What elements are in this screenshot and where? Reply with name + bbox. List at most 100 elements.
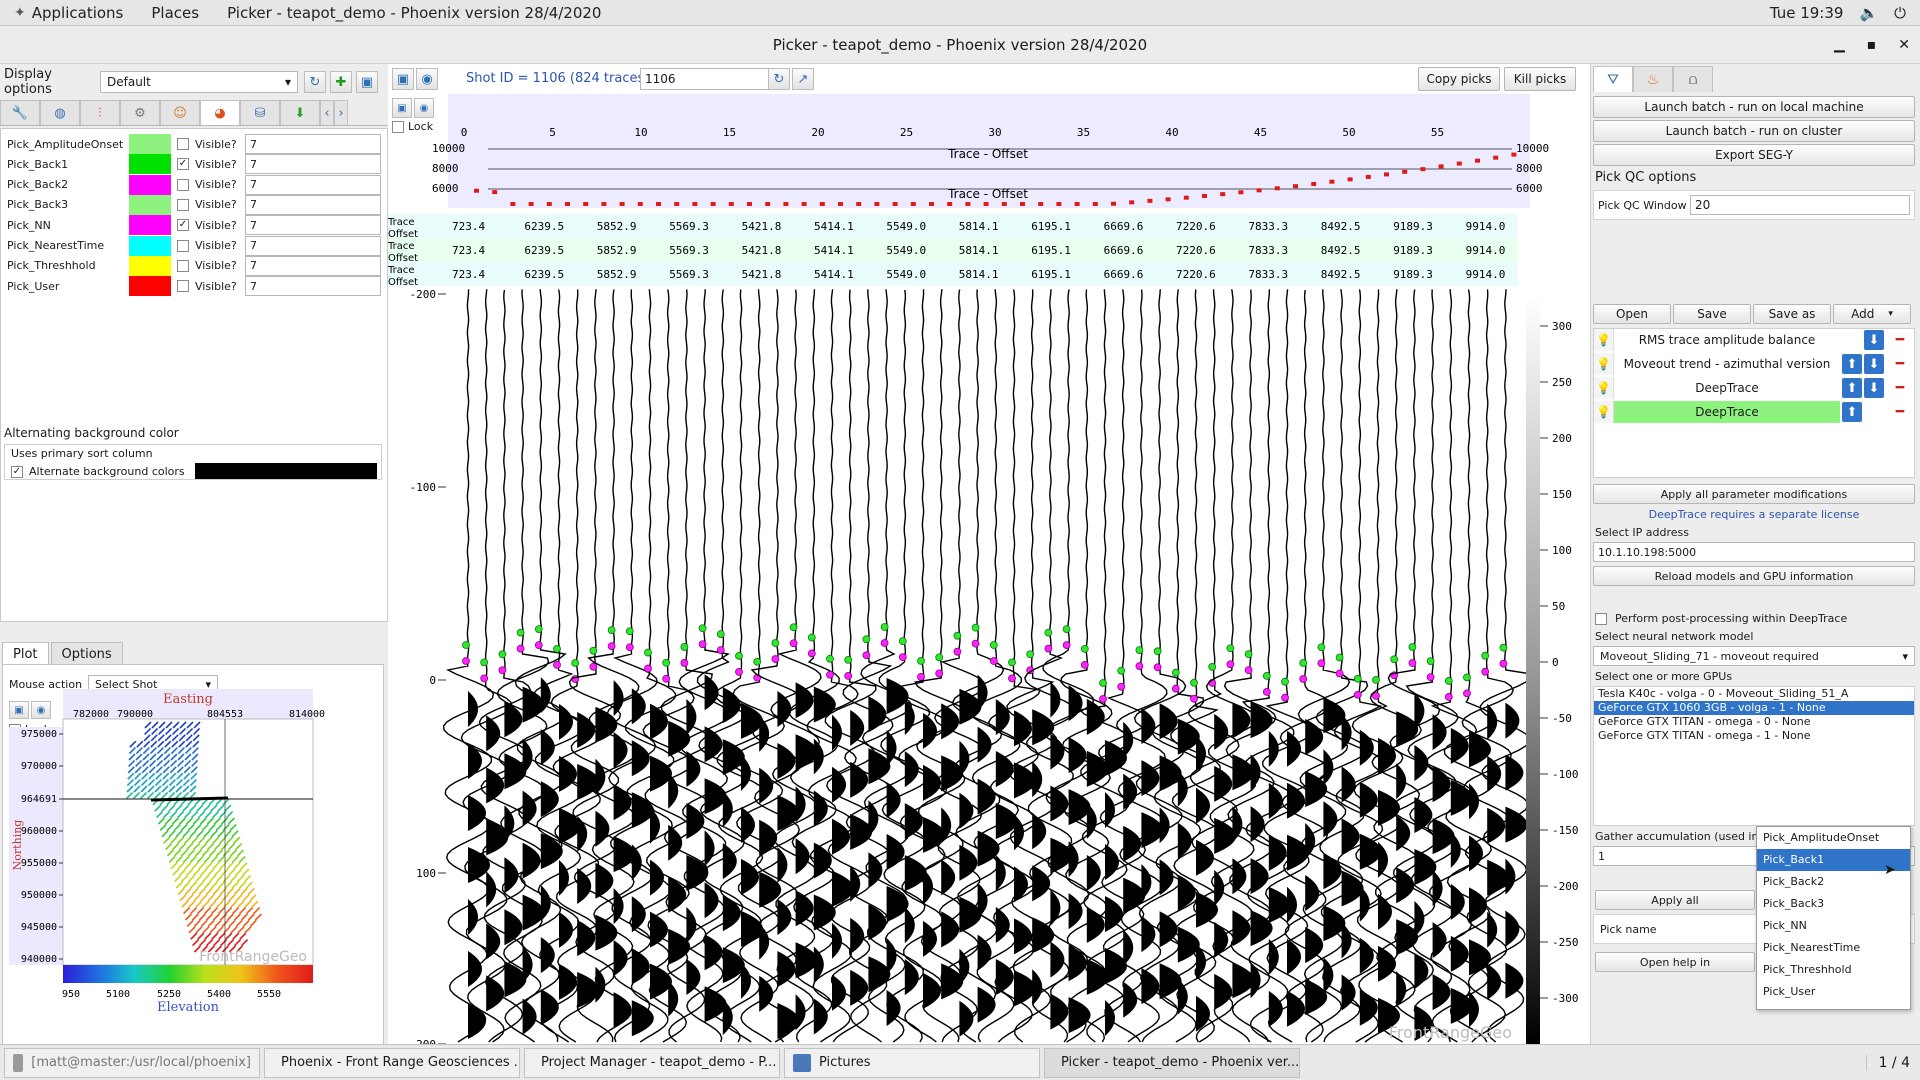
apply-all-button[interactable]: Apply all [1595,890,1755,910]
remove-icon[interactable]: ━ [1895,356,1905,372]
remove-icon[interactable]: ━ [1895,404,1905,420]
pick-visible-checkbox[interactable] [177,239,189,252]
base-map[interactable]: Easting 782000 790000 804553 814000 975000 970… [3,665,385,1080]
flow-save-button[interactable]: Save [1673,304,1751,324]
map-snapshot-button[interactable]: ▣ [9,701,29,719]
move-up-icon[interactable]: ⬆ [1842,354,1862,374]
pick-name-option[interactable]: Pick_Back3 [1763,897,1825,910]
move-down-icon[interactable]: ⬇ [1864,378,1884,398]
tab-colors[interactable]: ◕ [200,100,240,125]
tab-gear[interactable]: ⚙ [120,100,160,125]
refresh-button[interactable]: ↻ [304,71,326,93]
flow-open-button[interactable]: Open [1593,304,1671,324]
shot-jump-button[interactable]: ↗ [792,68,814,90]
move-down-icon[interactable]: ⬇ [1864,330,1884,350]
copy-picks-button[interactable]: Copy picks [1418,67,1500,91]
tab-plot[interactable]: Plot [2,642,49,666]
places-menu[interactable]: Places [137,4,213,22]
move-up-icon[interactable]: ⬆ [1842,378,1862,398]
applications-menu[interactable]: ✦ Applications [0,4,137,22]
task-phoenix[interactable]: Phoenix - Front Range Geosciences ... [264,1047,520,1078]
volume-icon[interactable]: 🔈 [1859,3,1879,22]
pick-color-swatch[interactable] [129,174,171,195]
pick-size-input[interactable]: 7 [245,134,381,154]
task-picker[interactable]: Picker - teapot_demo - Phoenix ver... [1044,1047,1300,1078]
kill-picks-button[interactable]: Kill picks [1504,67,1576,91]
pick-name-option[interactable]: Pick_Back2 [1763,875,1825,888]
tab-download[interactable]: ⬇ [280,100,320,125]
remove-icon[interactable]: ━ [1895,380,1905,396]
trace-snapshot-button[interactable]: ▣ [392,98,412,118]
gpu-item[interactable]: GeForce GTX TITAN - omega - 1 - None [1598,729,1811,742]
workspace-pager[interactable]: 1 / 4 [1865,1054,1910,1071]
tab-scroll-left[interactable]: ‹ [320,100,334,125]
nn-model-select[interactable]: Moveout_Sliding_71 - moveout required ▾ [1593,646,1915,666]
launch-cluster-button[interactable]: Launch batch - run on cluster [1593,120,1915,142]
power-icon[interactable]: ⏻ [1894,3,1906,22]
bulb-icon[interactable]: 💡 [1594,377,1614,399]
pick-color-swatch[interactable] [129,154,171,175]
reload-models-button[interactable]: Reload models and GPU information [1593,566,1915,586]
shot-id-input[interactable]: 1106 [640,68,774,90]
flow-row[interactable]: 💡 DeepTrace ⬆ ━ [1594,401,1916,423]
tab-options[interactable]: Options [50,642,123,666]
maximize-icon[interactable]: ▪ [1866,37,1877,53]
pick-visible-checkbox[interactable] [177,198,189,211]
task-terminal[interactable]: [matt@master:/usr/local/phoenix] [4,1047,260,1078]
trace-camera-button[interactable]: ◉ [414,98,434,118]
pick-name-option[interactable]: Pick_NearestTime [1763,941,1861,954]
pick-size-input[interactable]: 7 [245,194,381,215]
flow-add-button[interactable]: Add ▾ [1833,304,1911,324]
pick-color-swatch[interactable] [129,235,171,256]
postproc-checkbox[interactable] [1595,612,1607,625]
add-display-button[interactable]: ✚ [330,71,352,93]
remove-icon[interactable]: ━ [1895,332,1905,348]
pick-visible-checkbox[interactable] [177,280,189,293]
tab-export[interactable]: ⛁ [240,100,280,125]
pick-size-input[interactable]: 7 [245,276,381,297]
display-options-select[interactable]: Default ▾ [100,71,298,93]
tab-filter[interactable]: ⛛ [1593,66,1633,92]
pick-visible-checkbox[interactable] [177,178,189,191]
camera-button[interactable]: ◉ [416,68,438,90]
pick-visible-checkbox[interactable]: ✓ [177,219,189,232]
tab-globe[interactable]: ◍ [40,100,80,125]
pick-color-swatch[interactable] [129,215,171,236]
alt-bg-checkbox[interactable]: ✓ [11,465,23,478]
pick-visible-checkbox[interactable]: ✓ [177,158,189,171]
flow-save-as-button[interactable]: Save as [1753,304,1831,324]
flow-row[interactable]: 💡 DeepTrace ⬆ ⬇ ━ [1594,377,1916,399]
pick-name-option[interactable]: Pick_User [1763,985,1816,998]
minimize-icon[interactable]: ▁ [1833,37,1845,53]
pick-size-input[interactable]: 7 [245,215,381,236]
pick-visible-checkbox[interactable] [177,138,189,150]
shot-refresh-button[interactable]: ↻ [768,68,790,90]
clock[interactable]: Tue 19:39 [1769,3,1844,22]
bulb-icon[interactable]: 💡 [1594,329,1614,351]
flow-row[interactable]: 💡 RMS trace amplitude balance ⬇ ━ [1594,329,1916,351]
apply-all-mods-button[interactable]: Apply all parameter modifications [1593,484,1915,504]
tab-scroll-right[interactable]: › [334,100,348,125]
move-up-icon[interactable]: ⬆ [1842,402,1862,422]
gpu-item[interactable]: GeForce GTX 1060 3GB - volga - 1 - None [1594,701,1914,715]
snapshot-button[interactable]: ▣ [392,68,414,90]
tab-wrench[interactable]: 🔧 [0,100,40,125]
pick-name-option[interactable]: Pick_AmplitudeOnset [1763,831,1880,844]
pick-color-swatch[interactable] [129,134,171,154]
bulb-icon[interactable]: 💡 [1594,353,1614,375]
flow-row[interactable]: 💡 Moveout trend - azimuthal version ⬆ ⬇ ━ [1594,353,1916,375]
pick-size-input[interactable]: 7 [245,255,381,276]
close-icon[interactable]: ✕ [1898,37,1910,53]
open-help-button[interactable]: Open help in [1595,952,1755,972]
ip-address-input[interactable]: 10.1.10.198:5000 [1593,542,1915,562]
bulb-icon[interactable]: 💡 [1594,401,1614,423]
pick-visible-checkbox[interactable] [177,259,189,272]
pick-size-input[interactable]: 7 [245,154,381,175]
pick-color-swatch[interactable] [129,194,171,215]
active-window-label[interactable]: Picker - teapot_demo - Phoenix version 2… [213,4,615,22]
tab-traces[interactable]: ⫶ [80,100,120,125]
launch-local-button[interactable]: Launch batch - run on local machine [1593,96,1915,118]
save-display-button[interactable]: ▣ [356,71,378,93]
alt-bg-color-swatch[interactable] [195,463,377,479]
